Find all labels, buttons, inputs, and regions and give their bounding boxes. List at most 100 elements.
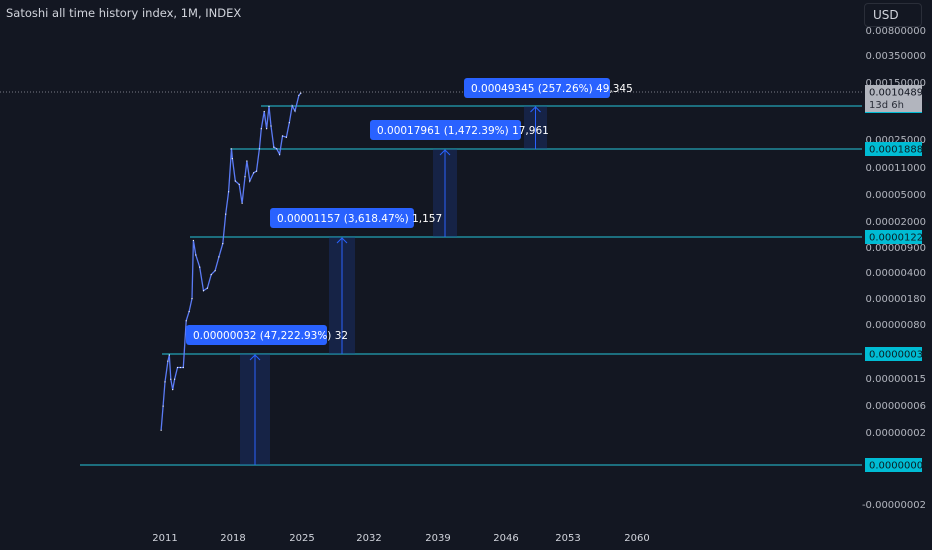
price-point [168,354,170,356]
y-tick-label: 0.00000900 [866,243,926,254]
price-point [281,135,284,137]
price-point [255,170,258,172]
price-point [279,153,281,155]
annotation-label-box[interactable] [186,325,327,345]
y-tick-label: 0.00000400 [866,268,926,279]
price-point [249,180,251,182]
x-tick-label: 2046 [493,533,518,544]
annotation-label-box[interactable] [370,120,521,140]
price-point [188,311,190,313]
price-point [179,366,181,369]
y-tick-label: -0.00000002 [862,500,926,511]
y-tick-label: 0.00000002 [866,428,926,439]
price-point [294,110,296,112]
x-tick-label: 2011 [152,533,177,544]
price-point [285,136,287,138]
chart-title: Satoshi all time history index, 1M, INDE… [6,6,242,20]
price-point [210,274,212,276]
price-point [268,105,270,107]
price-point [164,381,166,383]
current-price-tag [865,85,922,112]
price-point [300,92,302,94]
price-point [162,405,164,407]
price-point [195,254,197,256]
current-price-label: 0.00104894 [869,88,929,99]
annotation-label-box[interactable] [270,208,414,228]
x-tick-label: 2025 [289,533,314,544]
level-value-label: 0.00000000 [869,461,929,472]
y-tick-label: 0.00005000 [866,190,926,201]
range-arrow-head [530,106,541,113]
price-point [167,360,169,362]
y-tick-label: 0.00002000 [866,217,926,228]
level-value-tag [865,347,922,361]
price-point [234,180,236,182]
level-value-tag [865,230,922,244]
price-point [225,213,227,215]
annotation-label: 0.00001157 (3,618.47%) 1,157 [277,213,442,225]
price-series-line[interactable] [160,92,302,431]
price-point [160,429,162,431]
price-point [176,366,179,369]
price-point [202,290,205,292]
price-point [199,266,201,268]
price-point [214,270,216,272]
y-tick-label: 0.00150000 [866,78,926,89]
level-value-label: 0.00018888 [869,145,929,156]
y-tick-label: 0.00800000 [866,26,926,37]
price-point [291,105,293,107]
price-point [206,287,208,289]
price-point [244,176,246,178]
price-point [222,243,224,245]
range-arrow-head [336,237,348,244]
price-point [192,239,194,242]
y-tick-label: 0.00000180 [866,294,926,305]
level-value-label: 0.00001228 [869,233,929,244]
annotation-label-box[interactable] [464,78,610,98]
y-tick-label: 0.00011000 [866,163,926,174]
price-point [253,172,255,174]
annotation-label: 0.00049345 (257.26%) 49,345 [471,83,633,95]
x-tick-label: 2053 [555,533,580,544]
y-tick-label: 0.00000015 [866,374,926,385]
annotation-label: 0.00000032 (47,222.93%) 32 [193,330,348,342]
price-point [182,366,184,369]
y-tick-label: 0.00350000 [866,51,926,62]
x-tick-label: 2032 [356,533,381,544]
y-tick-label: 0.00025000 [866,135,926,146]
annotation-label: 0.00017961 (1,472.39%) 17,961 [377,125,549,137]
bar-countdown-label: 13d 6h [869,100,904,111]
price-point [185,320,187,322]
level-value-tag [865,142,922,156]
price-point [263,110,265,113]
level-value-label: 0.00000032 [869,350,929,361]
level-value-tag [865,458,922,472]
price-point [288,122,290,124]
price-point [174,378,176,380]
price-point [218,256,220,258]
price-point [273,146,275,148]
y-tick-label: 0.00000080 [866,320,926,331]
range-arrow-head [439,149,451,156]
x-tick-label: 2039 [425,533,450,544]
price-point [276,148,278,150]
x-tick-label: 2060 [624,533,649,544]
range-arrow-head [249,354,261,361]
price-point [266,128,268,130]
price-point [241,202,243,204]
price-point [191,298,193,300]
price-point [298,94,300,96]
y-tick-label: 0.00000006 [866,401,926,412]
price-point [230,148,233,150]
price-point [260,128,262,130]
price-point [258,148,260,150]
currency-button[interactable]: USD [864,3,922,27]
price-point [238,183,240,185]
price-point [170,378,172,380]
price-point [270,125,272,127]
price-point [172,389,174,391]
price-point [246,160,248,162]
price-point [231,158,233,160]
x-tick-label: 2018 [220,533,245,544]
